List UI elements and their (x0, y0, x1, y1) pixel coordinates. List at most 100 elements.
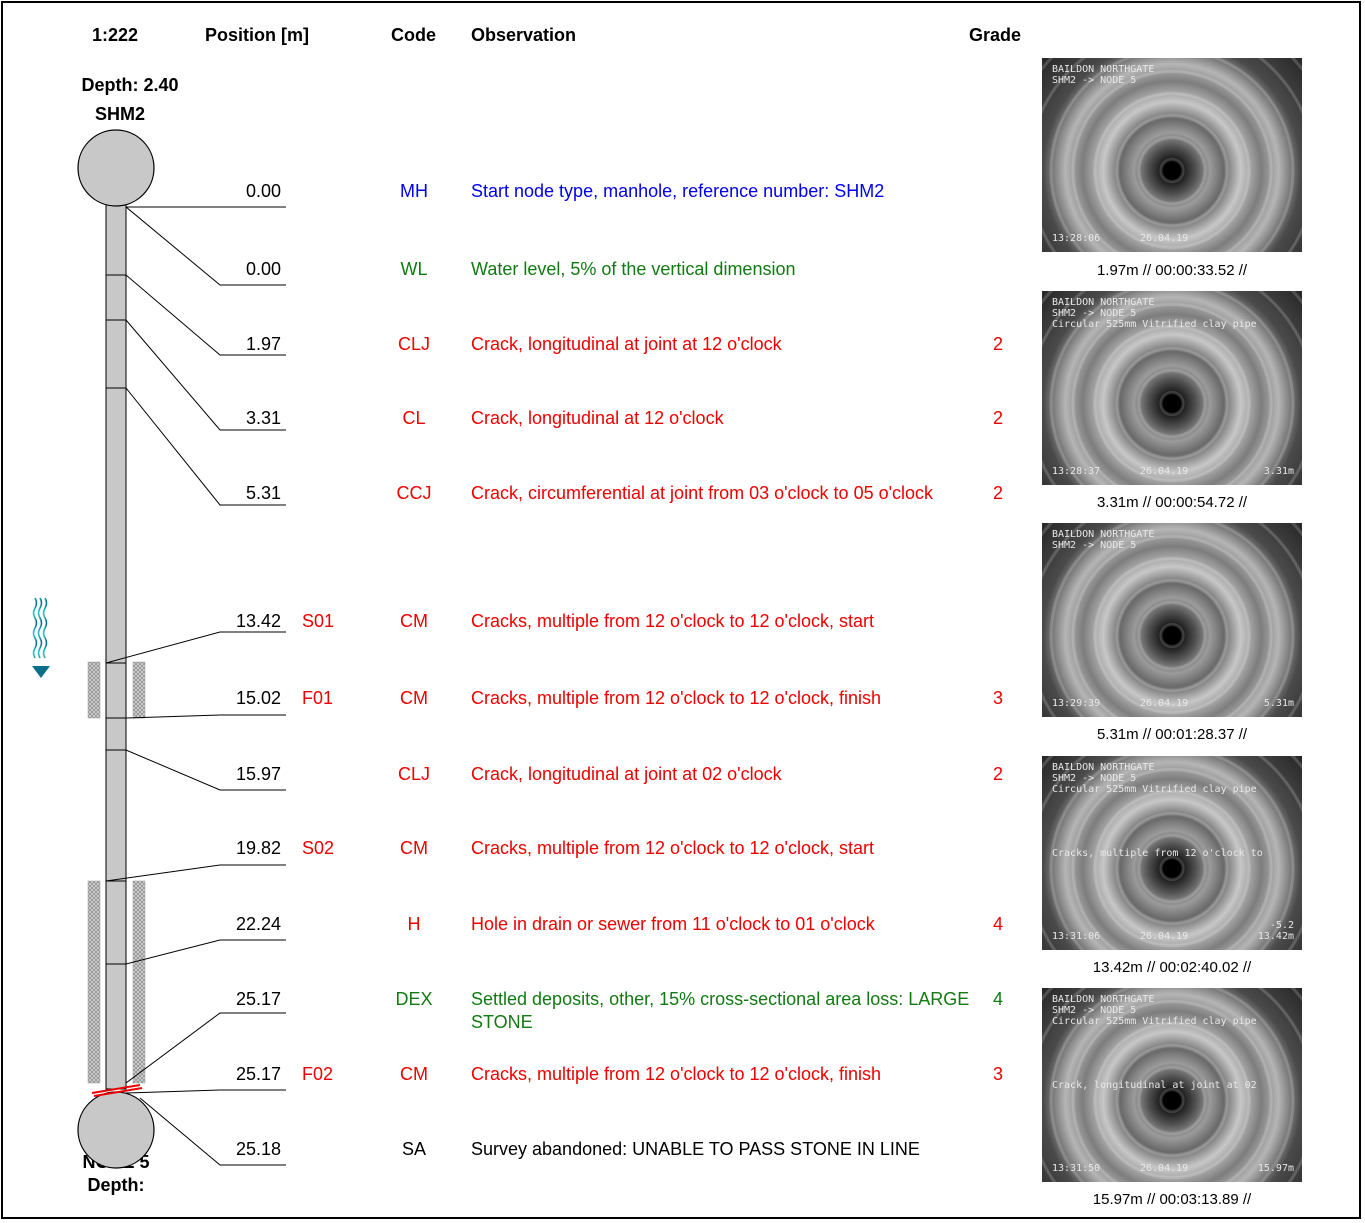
pipe-interior-image (1042, 988, 1302, 1182)
observation-text: Survey abandoned: UNABLE TO PASS STONE I… (471, 1139, 920, 1159)
observation-grade: 2 (992, 334, 1003, 354)
photo-caption: 15.97m // 00:03:13.89 // (1092, 1191, 1252, 1208)
observation-position: 25.17 (235, 989, 281, 1009)
observation-position: 22.24 (235, 914, 281, 934)
pipe-interior-image (1042, 58, 1302, 252)
observation-code: CCJ (396, 483, 432, 503)
osd-header: BAILDON NORTHGATE SHM2 -> NODE 5 (1052, 529, 1155, 551)
observation-position: 15.02 (235, 688, 281, 708)
observation-code: CL (402, 408, 426, 428)
defect-extent-1-right (132, 661, 146, 719)
observation-code: CM (400, 1064, 428, 1084)
osd-header: BAILDON NORTHGATE SHM2 -> NODE 5 (1052, 64, 1155, 86)
observation-position: 1.97 (245, 334, 281, 354)
defect-extent-2-left (87, 880, 101, 1084)
observation-code: H (407, 914, 421, 934)
osd-observation: Cracks, multiple from 12 o'clock to (1052, 848, 1263, 859)
osd-header: BAILDON NORTHGATE SHM2 -> NODE 5 Circula… (1052, 762, 1257, 795)
observation-text: Crack, longitudinal at joint at 12 o'clo… (471, 334, 782, 354)
observation-grade: 2 (992, 483, 1003, 503)
osd-time: 13:31:06 (1052, 931, 1101, 942)
observation-code: CM (400, 838, 428, 858)
osd-date: 26.04.19 (1140, 466, 1189, 477)
cctv-photo[interactable]: BAILDON NORTHGATE SHM2 -> NODE 5 Circula… (1042, 291, 1302, 485)
observation-marker: F01 (302, 688, 334, 708)
observation-text: Crack, longitudinal at joint at 02 o'clo… (471, 764, 782, 784)
cctv-photo[interactable]: BAILDON NORTHGATE SHM2 -> NODE 5 13:28:06… (1042, 58, 1302, 252)
observation-header: Observation (471, 25, 577, 45)
osd-time: 13:28:37 (1052, 466, 1101, 477)
observation-marker: S01 (302, 611, 335, 631)
end-node-depth: Depth: (87, 1175, 145, 1195)
observation-position: 5.31 (245, 483, 281, 503)
observation-position: 0.00 (245, 181, 281, 201)
start-node-depth: Depth: 2.40 (81, 75, 179, 95)
flow-direction-icon (32, 597, 48, 659)
observation-marker: F02 (302, 1064, 334, 1084)
observation-text: Water level, 5% of the vertical dimensio… (471, 259, 796, 279)
cctv-photo[interactable]: BAILDON NORTHGATE SHM2 -> NODE 5 13:29:39… (1042, 523, 1302, 717)
observation-code: WL (400, 259, 428, 279)
position-header: Position [m] (205, 25, 309, 45)
observation-text: Settled deposits, other, 15% cross-secti… (471, 989, 970, 1032)
pipe-joints (106, 274, 126, 965)
start-manhole (77, 129, 155, 207)
observation-text: Crack, longitudinal at 12 o'clock (471, 408, 724, 428)
osd-header: BAILDON NORTHGATE SHM2 -> NODE 5 Circula… (1052, 297, 1257, 330)
osd-distance: -5.2 13.42m (1257, 920, 1294, 942)
observation-code: SA (401, 1139, 426, 1159)
osd-date: 26.04.19 (1140, 698, 1189, 709)
pipe-body (105, 204, 127, 1090)
stone-marker (91, 1084, 143, 1097)
observation-position: 25.18 (235, 1139, 281, 1159)
observation-position: 25.17 (235, 1064, 281, 1084)
start-node-name: SHM2 (94, 104, 145, 124)
pipe-interior-image (1042, 291, 1302, 485)
observation-text: Cracks, multiple from 12 o'clock to 12 o… (471, 688, 882, 708)
osd-date: 26.04.19 (1140, 233, 1189, 244)
defect-extent-2-right (132, 880, 146, 1084)
observation-position: 19.82 (235, 838, 281, 858)
grade-header: Grade (969, 25, 1022, 45)
osd-observation: Crack, longitudinal at joint at 02 (1052, 1080, 1257, 1091)
photo-caption: 1.97m // 00:00:33.52 // (1096, 262, 1248, 279)
observation-code: DEX (395, 989, 433, 1009)
cctv-photo[interactable]: BAILDON NORTHGATE SHM2 -> NODE 5 Circula… (1042, 756, 1302, 950)
osd-distance: 15.97m (1257, 1163, 1294, 1174)
observation-text: Cracks, multiple from 12 o'clock to 12 o… (471, 1064, 882, 1084)
osd-time: 13:28:06 (1052, 233, 1101, 244)
observation-text: Crack, circumferential at joint from 03 … (471, 483, 934, 503)
observation-text: Cracks, multiple from 12 o'clock to 12 o… (471, 611, 875, 631)
osd-date: 26.04.19 (1140, 931, 1189, 942)
scale-header: 1:222 (92, 25, 139, 45)
code-header: Code (391, 25, 436, 45)
observation-grade: 4 (992, 989, 1003, 1009)
pipe-interior-image (1042, 756, 1302, 950)
observation-grade: 3 (992, 688, 1003, 708)
observation-grade: 2 (992, 408, 1003, 428)
end-manhole (77, 1091, 155, 1169)
osd-distance: 3.31m (1263, 466, 1294, 477)
observation-grade: 2 (992, 764, 1003, 784)
observation-position: 15.97 (235, 764, 281, 784)
osd-time: 13:31:50 (1052, 1163, 1101, 1174)
observation-position: 13.42 (235, 611, 281, 631)
observation-position: 3.31 (245, 408, 281, 428)
osd-date: 26.04.19 (1140, 1163, 1189, 1174)
flow-arrowhead (32, 666, 50, 678)
osd-time: 13:29:39 (1052, 698, 1101, 709)
pipe-interior-image (1042, 523, 1302, 717)
cctv-photo[interactable]: BAILDON NORTHGATE SHM2 -> NODE 5 Circula… (1042, 988, 1302, 1182)
observation-position: 0.00 (245, 259, 281, 279)
photo-caption: 5.31m // 00:01:28.37 // (1096, 726, 1248, 743)
observation-code: CM (400, 611, 428, 631)
defect-extent-1-left (87, 661, 101, 719)
photo-caption: 13.42m // 00:02:40.02 // (1092, 959, 1252, 976)
observation-grade: 3 (992, 1064, 1003, 1084)
leader-lines (105, 206, 286, 1166)
osd-distance: 5.31m (1263, 698, 1294, 709)
observation-grade: 4 (992, 914, 1003, 934)
observation-code: CLJ (397, 764, 430, 784)
